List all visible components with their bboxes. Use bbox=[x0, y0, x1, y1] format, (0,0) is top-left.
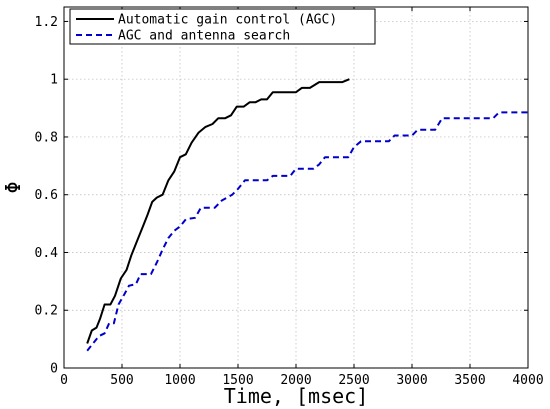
series-lines bbox=[86, 78, 528, 352]
y-tick-label: 1 bbox=[50, 73, 58, 88]
series-line-agc-antenna-search bbox=[86, 111, 528, 352]
y-tick-label: 0 bbox=[50, 362, 58, 377]
y-tick-label: 0.6 bbox=[35, 188, 58, 203]
tick-labels: 0 500 1000 1500 2000 2500 3000 3500 4000 0 0.2 0.4 0… bbox=[35, 15, 544, 388]
x-tick-label: 1000 bbox=[164, 373, 195, 388]
x-tick-label: 500 bbox=[110, 373, 133, 388]
x-tick-label: 2000 bbox=[280, 373, 311, 388]
series-line-agc bbox=[86, 78, 350, 344]
x-axis-label: Time, [msec] bbox=[224, 384, 369, 408]
legend-label-agc: Automatic gain control (AGC) bbox=[118, 13, 337, 28]
y-tick-label: 0.2 bbox=[35, 304, 58, 319]
legend: Automatic gain control (AGC) AGC and ant… bbox=[69, 8, 376, 45]
legend-box bbox=[69, 8, 376, 45]
y-tick-label: 0.4 bbox=[35, 246, 59, 261]
x-tick-label: 2500 bbox=[338, 373, 369, 388]
x-tick-label: 0 bbox=[60, 373, 68, 388]
x-tick-label: 3500 bbox=[454, 373, 485, 388]
y-tick-label: 1.2 bbox=[35, 15, 58, 30]
y-axis-label: Φ bbox=[1, 181, 25, 193]
x-tick-label: 3000 bbox=[396, 373, 427, 388]
x-tick-label: 4000 bbox=[512, 373, 543, 388]
x-tick-label: 1500 bbox=[222, 373, 253, 388]
grid bbox=[64, 7, 528, 368]
legend-label-agc-antenna-search: AGC and antenna search bbox=[118, 29, 290, 44]
y-tick-label: 0.8 bbox=[35, 130, 58, 145]
